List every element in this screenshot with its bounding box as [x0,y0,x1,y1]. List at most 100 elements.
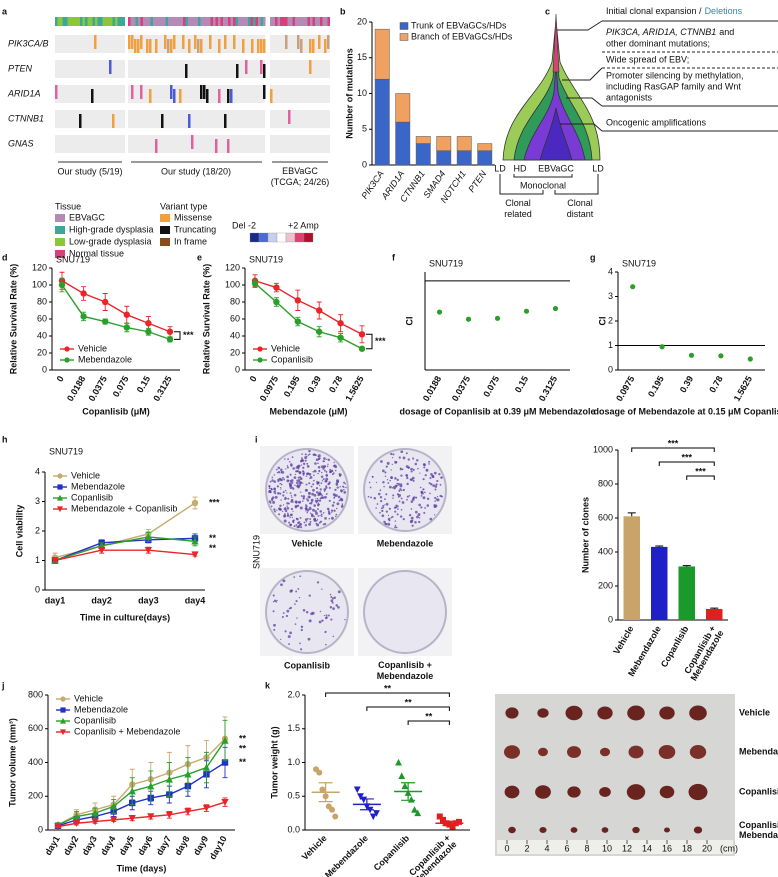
data-point [128,814,136,822]
colony [270,505,273,508]
legend-label: Mebendazole [78,354,132,364]
legend-swatch [160,214,170,222]
colony [271,479,274,482]
x-tick-label: 1.5625 [343,374,365,403]
alteration-cell [263,39,266,53]
y-tick-label: 0 [362,159,367,169]
colony [410,467,413,471]
data-point [449,823,456,830]
alteration-cell [161,114,164,128]
row-label-line: Mebendazole [739,830,778,840]
tissue-cell [322,17,325,26]
x-tick-label: day1 [45,595,66,605]
colony [320,513,323,516]
colony [300,625,304,629]
ruler-label: 4 [544,843,549,853]
colony [333,509,336,512]
x-tick-label: day2 [61,834,80,857]
alteration-cell [131,35,134,49]
data-point [147,813,155,821]
tissue-cell [302,17,305,26]
colony [412,468,415,471]
colony [317,462,319,465]
series-line [254,280,363,335]
y-tick-label: 800 [28,689,43,699]
colony [416,459,419,462]
tissue-cell [57,17,60,26]
colony [336,502,340,506]
x-tick-label: day7 [154,834,173,857]
colony [313,493,317,497]
bar-segment [374,78,390,166]
x-tick-label: 0.78 [707,374,724,394]
row-background [128,60,265,78]
chart-title: SNU719 [622,258,656,268]
colony [280,486,282,489]
data-point [110,802,118,810]
tissue-cell [105,17,108,26]
data-point [91,809,99,817]
colony [296,504,300,508]
panel-letter: b [340,6,346,16]
colony [272,500,276,504]
colony [276,485,280,488]
colony [338,499,341,502]
colony [342,485,344,488]
colony [318,469,321,472]
data-point [747,356,753,362]
data-point [316,307,323,314]
bar-segment [456,150,472,166]
plate-label: Mebendazole [377,538,434,548]
colony [290,507,294,511]
tumor [664,827,670,833]
colony [285,497,287,499]
plate-label: Copanlisib [284,660,331,670]
row-label: Vehicle [739,707,770,717]
data-point [91,818,99,826]
tumor [504,785,520,799]
data-point [221,798,229,806]
colony [384,475,387,478]
colony [294,484,296,487]
y-tick-label: 1.5 [287,723,300,733]
tissue-cell [292,17,295,26]
colony [413,496,416,499]
tissue-cell [295,17,298,26]
colony [308,482,311,485]
significance-label: ** [405,697,413,707]
colony [337,606,340,609]
colony [306,462,309,465]
legend-title: Variant type [160,201,207,211]
alteration-cell [288,110,291,124]
y-tick-label: 1.0 [287,757,300,767]
tissue-cell [173,17,176,26]
colony [373,496,377,500]
x-axis-label: Time in culture(days) [80,612,170,622]
x-tick-label: 1.5625 [732,374,754,403]
colony [384,498,386,501]
x-tick-label: day2 [91,595,112,605]
colony [418,503,421,507]
colony [325,630,327,633]
y-tick-label: 0 [608,614,613,624]
colony [410,500,414,503]
alteration-cell [164,35,167,49]
legend-label: Copanlisib [271,354,313,364]
colony [308,473,312,476]
colony [280,488,282,490]
colony [318,499,322,502]
colony [328,512,331,516]
colony [337,495,341,499]
colony [323,522,327,526]
x-tick-label: 0 [55,374,66,383]
colony [332,501,336,504]
data-point [329,806,336,813]
colony [273,474,275,476]
legend-label: High-grade dysplasia [69,224,154,234]
alteration-cell [260,60,263,74]
ruler-label: 12 [622,843,632,853]
data-point [251,280,259,287]
colony [301,457,303,459]
colony [334,494,336,497]
bar-segment [436,136,452,151]
